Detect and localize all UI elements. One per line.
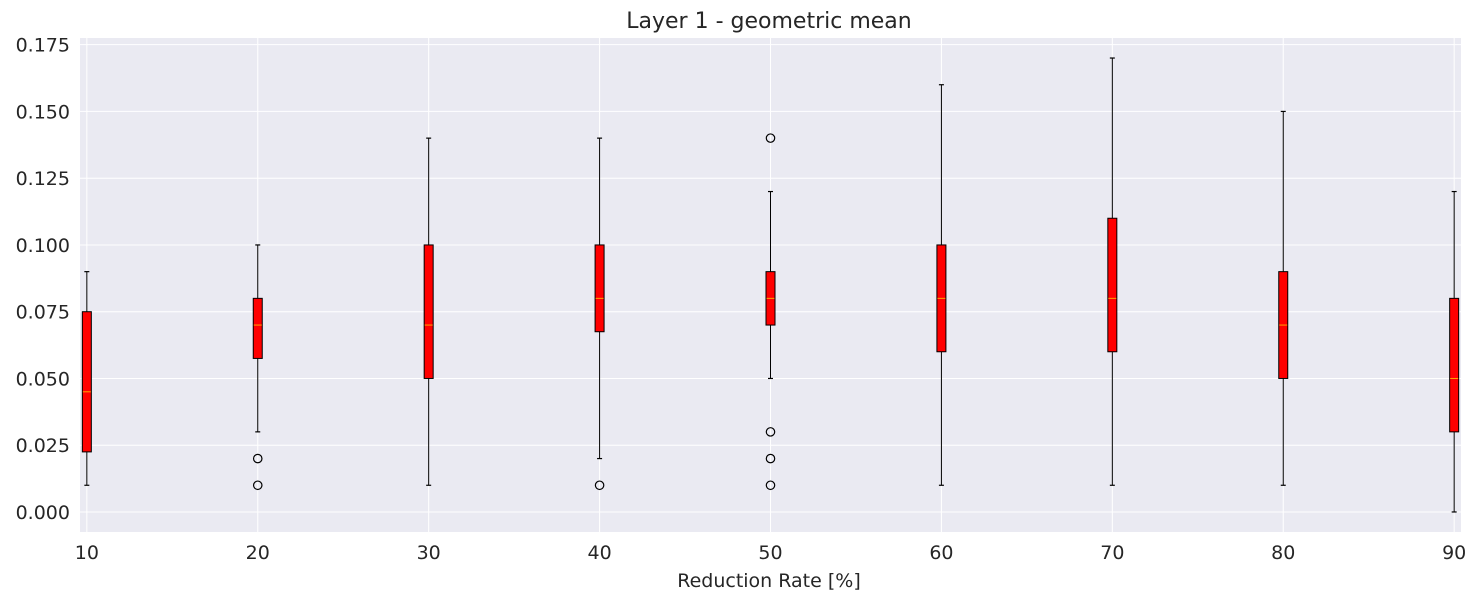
chart-title: Layer 1 - geometric mean	[626, 9, 911, 34]
x-tick-label: 40	[587, 542, 611, 564]
box-iqr	[423, 244, 434, 379]
outlier-point	[252, 453, 263, 464]
outlier-point	[252, 480, 263, 491]
box-50	[765, 133, 776, 491]
x-tick-label: 10	[75, 542, 99, 564]
x-tick-label: 50	[758, 542, 782, 564]
outlier-point	[765, 453, 776, 464]
box-iqr	[81, 311, 92, 453]
y-tick-label: 0.175	[16, 35, 70, 57]
x-tick-label: 20	[246, 542, 270, 564]
x-tick-labels: 10 20 30 40 50 60 70 80 90	[75, 542, 1467, 564]
y-tick-label: 0.000	[16, 502, 70, 524]
box-60	[936, 84, 947, 486]
box-80	[1278, 110, 1289, 486]
box-30	[423, 137, 434, 486]
y-tick-label: 0.150	[16, 101, 70, 123]
x-axis-label: Reduction Rate [%]	[677, 570, 861, 592]
y-tick-label: 0.100	[16, 235, 70, 257]
outlier-point	[765, 480, 776, 491]
y-tick-label: 0.025	[16, 435, 70, 457]
x-tick-label: 80	[1271, 542, 1295, 564]
box-iqr	[594, 244, 605, 333]
outlier-point	[765, 133, 776, 143]
x-tick-label: 60	[929, 542, 953, 564]
outlier-point	[594, 480, 605, 491]
y-tick-label: 0.075	[16, 302, 70, 324]
box-iqr	[1107, 217, 1118, 353]
boxes	[81, 57, 1460, 513]
box-70	[1107, 57, 1118, 486]
box-10	[81, 271, 92, 486]
y-tick-label: 0.125	[16, 168, 70, 190]
box-90	[1449, 190, 1460, 513]
x-tick-label: 90	[1442, 542, 1466, 564]
y-tick-labels: 0.000 0.025 0.050 0.075 0.100 0.125 0.150 0.175	[16, 35, 70, 524]
x-tick-label: 70	[1100, 542, 1124, 564]
y-tick-label: 0.050	[16, 368, 70, 390]
box-iqr	[252, 297, 263, 359]
box-40	[594, 137, 605, 491]
outlier-point	[765, 427, 776, 437]
x-tick-label: 30	[417, 542, 441, 564]
box-20	[252, 244, 263, 491]
box-iqr	[1449, 297, 1460, 433]
